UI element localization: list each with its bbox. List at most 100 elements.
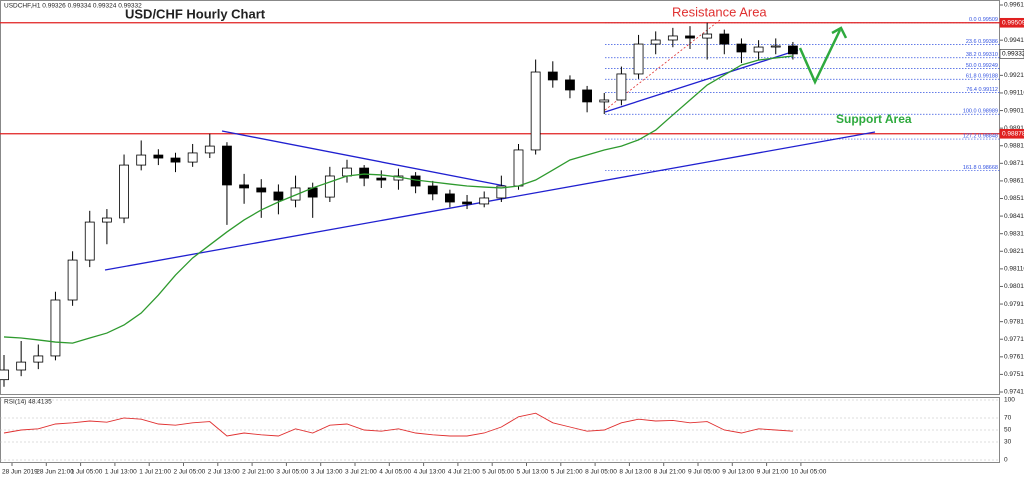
trend-lines <box>104 19 876 271</box>
candles <box>0 22 798 387</box>
x-tick-label: 28 Jun 21:00 <box>36 469 74 476</box>
candle-body <box>565 79 575 91</box>
candle-body <box>753 46 764 53</box>
candle-body <box>222 145 232 186</box>
x-tick-label: 1 Jul 21:00 <box>139 469 171 476</box>
arrows <box>798 26 848 85</box>
x-tick-label: 4 Jul 21:00 <box>448 469 480 476</box>
x-tick-label: 1 Jul 13:00 <box>105 469 137 476</box>
candle-body <box>685 35 695 39</box>
candle-body <box>633 43 644 75</box>
x-tick-label: 1 Jul 05:00 <box>71 469 103 476</box>
candle-body <box>444 193 455 203</box>
fib-label: 50.0 0.99249 <box>966 63 998 69</box>
candle-body <box>530 71 541 151</box>
candle-body <box>187 152 198 163</box>
x-tick-label: 4 Jul 13:00 <box>414 469 446 476</box>
x-tick-label: 3 Jul 21:00 <box>345 469 377 476</box>
x-tick-label: 3 Jul 05:00 <box>276 469 308 476</box>
candle-body <box>33 355 44 363</box>
trend-line <box>221 130 506 187</box>
candle-body <box>0 369 9 381</box>
levels <box>0 22 1000 172</box>
x-tick-label: 9 Jul 13:00 <box>722 469 754 476</box>
fib-label: 161.8 0.98668 <box>963 165 998 171</box>
symbol-header: USDCHF,H1 0.99326 0.99334 0.99324 0.9933… <box>4 3 142 10</box>
candle-body <box>376 177 387 181</box>
resistance-label: Resistance Area <box>672 4 767 19</box>
candle-body <box>273 191 284 201</box>
x-tick-label: 5 Jul 05:00 <box>482 469 514 476</box>
candle-body <box>153 154 164 159</box>
arrow-head <box>831 26 848 39</box>
candle-body <box>50 299 61 357</box>
chart-title: USD/CHF Hourly Chart <box>125 6 266 21</box>
x-tick-label: 8 Jul 13:00 <box>619 469 651 476</box>
candle-body <box>359 167 370 179</box>
rsi-label: RSI(14) 48.4135 <box>4 399 52 406</box>
rsi-tick-label: 50 <box>1004 427 1012 434</box>
fib-label: 61.8 0.99188 <box>966 74 998 80</box>
candle-body <box>770 45 781 48</box>
rsi-tick-label: 30 <box>1004 439 1012 446</box>
candle-body <box>788 45 798 55</box>
candle-body <box>204 145 215 154</box>
candle-body <box>324 175 335 198</box>
y-tick-label: 0.97410 <box>1004 389 1024 396</box>
fib-label: 38.2 0.99310 <box>966 52 998 58</box>
candle-body <box>650 39 661 45</box>
candle-body <box>667 35 678 41</box>
x-tick-label: 9 Jul 05:00 <box>688 469 720 476</box>
candle-body <box>290 187 301 201</box>
candle-body <box>599 99 610 103</box>
price-tag <box>999 17 1024 28</box>
trend-line <box>104 131 876 271</box>
x-tick-label: 28 Jun 2019 <box>2 469 38 476</box>
candle-body <box>119 164 129 219</box>
x-tick-label: 5 Jul 21:00 <box>551 469 583 476</box>
candle-body <box>736 43 747 53</box>
x-tick-label: 10 Jul 05:00 <box>791 469 827 476</box>
x-tick-label: 4 Jul 05:00 <box>379 469 411 476</box>
x-tick-label: 8 Jul 21:00 <box>654 469 686 476</box>
x-tick-label: 2 Jul 05:00 <box>174 469 206 476</box>
x-tick-label: 3 Jul 13:00 <box>311 469 343 476</box>
x-tick-label: 2 Jul 21:00 <box>242 469 274 476</box>
candle-body <box>84 221 95 261</box>
fib-label: 23.6 0.99386 <box>966 39 998 45</box>
candle-body <box>256 187 267 193</box>
candle-body <box>616 73 627 101</box>
fib-label: 100.0 0.98989 <box>963 109 998 115</box>
candle-body <box>67 259 78 301</box>
rsi-line <box>3 412 793 437</box>
rsi-tick-label: 100 <box>1004 397 1015 404</box>
candle-body <box>702 33 713 39</box>
price-tag-label: 0.99332 <box>1002 51 1024 58</box>
candle-body <box>170 157 181 163</box>
grid <box>0 4 1003 466</box>
candle-body <box>462 201 472 205</box>
candle-body <box>513 149 524 187</box>
candle-body <box>427 185 438 195</box>
rsi-tick-label: 0 <box>1004 457 1008 464</box>
price-tag <box>999 49 1024 59</box>
candle-body <box>719 33 730 45</box>
